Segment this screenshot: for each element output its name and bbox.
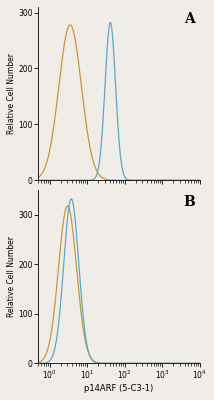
Text: A: A: [184, 12, 195, 26]
Y-axis label: Relative Cell Number: Relative Cell Number: [7, 53, 16, 134]
Y-axis label: Relative Cell Number: Relative Cell Number: [7, 236, 16, 317]
Text: B: B: [183, 195, 195, 209]
X-axis label: p14ARF (5-C3-1): p14ARF (5-C3-1): [84, 384, 153, 393]
